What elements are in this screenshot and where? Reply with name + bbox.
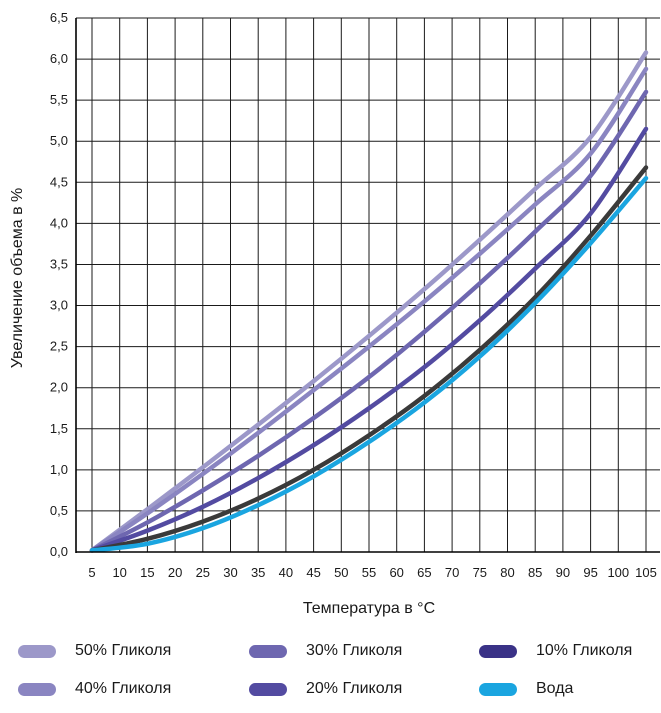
y-tick-labels: 0,0 0,5 1,0 1,5 2,0 2,5 3,0 3,5 4,0 4,5 5,0 5,5 6,0 6… bbox=[50, 10, 68, 559]
y-tick-label: 4,5 bbox=[50, 174, 68, 189]
x-tick-label: 5 bbox=[88, 565, 95, 580]
y-tick-label: 6,0 bbox=[50, 51, 68, 66]
series-line bbox=[89, 89, 649, 553]
x-tick-label: 55 bbox=[362, 565, 376, 580]
x-tick-label: 80 bbox=[500, 565, 514, 580]
x-tick-label: 10 bbox=[112, 565, 126, 580]
y-tick-label: 6,5 bbox=[50, 10, 68, 25]
x-tick-label: 20 bbox=[168, 565, 182, 580]
y-tick-label: 0,0 bbox=[50, 544, 68, 559]
series-line bbox=[89, 165, 649, 553]
x-tick-label: 15 bbox=[140, 565, 154, 580]
y-tick-label: 2,0 bbox=[50, 380, 68, 395]
y-tick-label: 3,5 bbox=[50, 256, 68, 271]
x-tick-label: 60 bbox=[389, 565, 403, 580]
curves bbox=[89, 50, 649, 553]
y-tick-label: 3,0 bbox=[50, 298, 68, 313]
x-tick-label: 70 bbox=[445, 565, 459, 580]
y-tick-label: 0,5 bbox=[50, 503, 68, 518]
x-tick-label: 45 bbox=[306, 565, 320, 580]
y-axis-title: Увеличение объема в % bbox=[9, 188, 26, 369]
y-tick-label: 2,5 bbox=[50, 339, 68, 354]
x-tick-label: 75 bbox=[473, 565, 487, 580]
x-tick-label: 30 bbox=[223, 565, 237, 580]
x-tick-label: 65 bbox=[417, 565, 431, 580]
x-tick-label: 35 bbox=[251, 565, 265, 580]
axes bbox=[75, 18, 660, 553]
y-tick-label: 1,0 bbox=[50, 462, 68, 477]
y-tick-label: 1,5 bbox=[50, 421, 68, 436]
x-tick-labels: 5 10 15 20 25 30 35 40 45 50 55 60 65 70 75 80 85 90 95 100… bbox=[88, 565, 656, 580]
x-tick-label: 105 bbox=[635, 565, 657, 580]
x-axis-title: Температура в °C bbox=[303, 600, 435, 617]
x-tick-label: 90 bbox=[556, 565, 570, 580]
x-tick-label: 25 bbox=[196, 565, 210, 580]
y-tick-label: 5,5 bbox=[50, 92, 68, 107]
x-tick-label: 100 bbox=[607, 565, 629, 580]
series-line bbox=[89, 50, 649, 553]
y-tick-label: 4,0 bbox=[50, 215, 68, 230]
x-tick-label: 50 bbox=[334, 565, 348, 580]
series-line bbox=[89, 126, 649, 553]
series-line bbox=[89, 66, 649, 553]
y-tick-label: 5,0 bbox=[50, 133, 68, 148]
series-line bbox=[89, 175, 649, 553]
x-tick-label: 40 bbox=[279, 565, 293, 580]
x-tick-label: 95 bbox=[583, 565, 597, 580]
grid bbox=[76, 17, 660, 553]
x-tick-label: 85 bbox=[528, 565, 542, 580]
